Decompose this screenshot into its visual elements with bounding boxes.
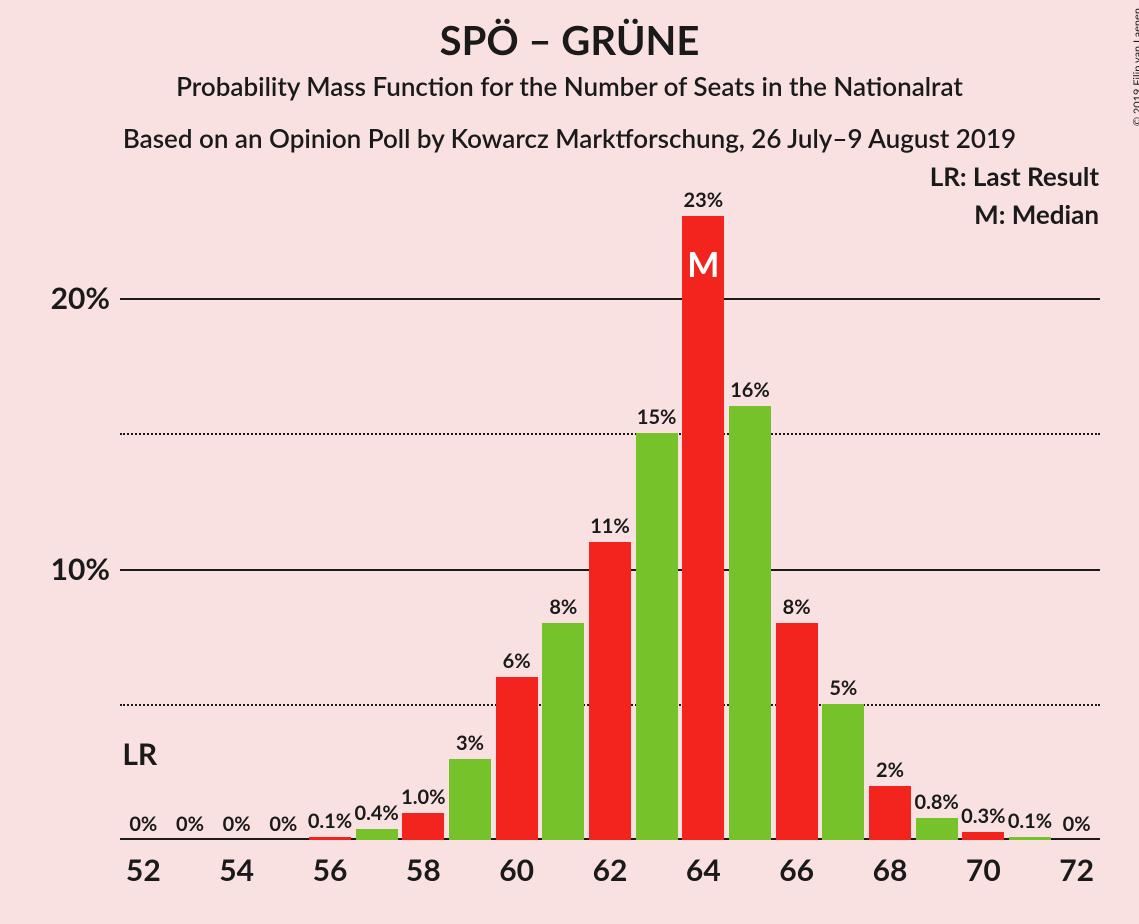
plot-area: 10%20%52545658606264666870720%0%0%0%0.1%… [120, 200, 1100, 840]
x-tick-label: 54 [219, 840, 254, 888]
bar-value-label: 11% [590, 514, 630, 542]
bar-value-label: 2% [876, 758, 904, 786]
bar-value-label: 6% [503, 649, 531, 677]
bar: 8% [542, 623, 584, 840]
chart-subtitle-2: Based on an Opinion Poll by Kowarcz Mark… [0, 122, 1139, 154]
x-tick-label: 56 [313, 840, 348, 888]
last-result-marker: LR [122, 736, 157, 772]
x-tick-label: 58 [406, 840, 441, 888]
bar: 3% [449, 759, 491, 840]
gridline-minor [120, 433, 1100, 435]
bar-value-label: 1.0% [401, 785, 445, 813]
bar: 23%M [682, 216, 724, 840]
bar-value-label: 0% [223, 812, 251, 840]
x-tick-label: 68 [873, 840, 908, 888]
bar-value-label: 16% [730, 378, 770, 406]
y-tick-label: 10% [51, 551, 120, 587]
y-tick-label: 20% [51, 280, 120, 316]
bar: 15% [636, 433, 678, 840]
bar-value-label: 8% [549, 595, 577, 623]
median-marker: M [687, 244, 719, 285]
bar-value-label: 0.8% [914, 790, 958, 818]
bar-value-label: 0.4% [354, 801, 398, 829]
bar-value-label: 23% [684, 188, 724, 216]
copyright-text: © 2019 Filip van Laenen [1131, 8, 1139, 126]
chart-title: SPÖ – GRÜNE [0, 16, 1139, 64]
x-tick-label: 64 [686, 840, 721, 888]
bar: 6% [496, 677, 538, 840]
x-tick-label: 60 [499, 840, 534, 888]
bar-value-label: 0.3% [961, 804, 1005, 832]
bar: 0.8% [916, 818, 958, 840]
bar: 0.4% [356, 829, 398, 840]
bar: 1.0% [402, 813, 444, 840]
bar-value-label: 5% [829, 676, 857, 704]
bar: 8% [776, 623, 818, 840]
x-tick-label: 70 [966, 840, 1001, 888]
bar-value-label: 0% [129, 812, 157, 840]
x-tick-label: 72 [1059, 840, 1094, 888]
bar-value-label: 0% [1063, 812, 1091, 840]
bar-value-label: 3% [456, 731, 484, 759]
bar-value-label: 0% [269, 812, 297, 840]
gridline-major [120, 298, 1100, 300]
legend-lr: LR: Last Result [930, 160, 1099, 192]
bar: 16% [729, 406, 771, 840]
bar-value-label: 8% [783, 595, 811, 623]
bar: 5% [822, 704, 864, 840]
x-tick-label: 62 [593, 840, 628, 888]
x-tick-label: 66 [779, 840, 814, 888]
bar-value-label: 0.1% [1008, 809, 1052, 837]
bar: 0.1% [1009, 837, 1051, 840]
bar-value-label: 0% [176, 812, 204, 840]
chart-subtitle-1: Probability Mass Function for the Number… [0, 70, 1139, 102]
bar: 11% [589, 542, 631, 840]
bar-value-label: 15% [637, 405, 677, 433]
x-tick-label: 52 [126, 840, 161, 888]
bar-value-label: 0.1% [308, 809, 352, 837]
bar: 0.1% [309, 837, 351, 840]
pmf-chart: SPÖ – GRÜNE Probability Mass Function fo… [0, 0, 1139, 924]
bar: 0.3% [962, 832, 1004, 840]
bar: 2% [869, 786, 911, 840]
